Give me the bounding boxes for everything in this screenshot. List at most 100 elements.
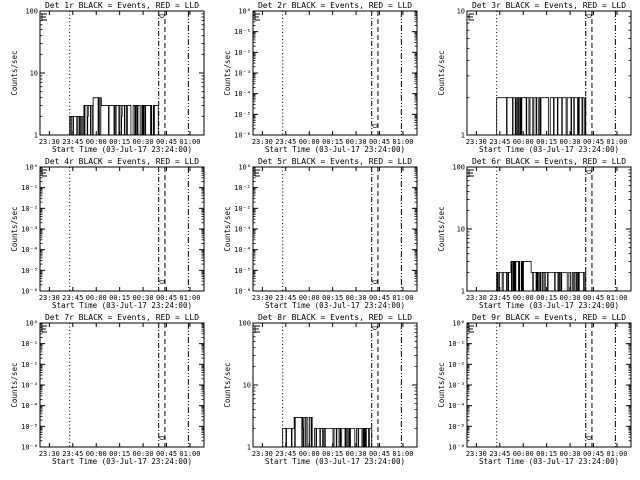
annotation-label: D: [158, 280, 166, 284]
y-tick-label: 10⁻¹: [21, 340, 38, 348]
y-tick-label: 10⁻³: [448, 382, 465, 390]
x-tick-label: 01:00: [606, 450, 627, 458]
y-axis-label: Counts/sec: [223, 206, 232, 251]
y-tick-label: 10: [457, 226, 465, 234]
chart-panel-8: Det 8r BLACK = Events, RED = LLD 1 10 100 23…: [223, 313, 418, 466]
x-tick-label: 00:15: [322, 450, 343, 458]
x-tick-label: 23:30: [39, 450, 60, 458]
x-tick-label: 00:45: [156, 294, 177, 302]
x-tick-label: 01:00: [179, 294, 200, 302]
y-tick-label: 10⁻¹: [234, 28, 251, 36]
x-tick-label: 00:30: [346, 450, 367, 458]
x-tick-label: 01:00: [392, 294, 413, 302]
x-tick-label: 23:30: [466, 450, 487, 458]
corner-glyph: [41, 325, 47, 333]
plot-frame: [252, 10, 418, 136]
x-tick-label: 23:45: [489, 294, 510, 302]
x-tick-label: 01:00: [179, 450, 200, 458]
x-tick-label: 23:30: [252, 138, 273, 146]
annotation-label: D: [585, 14, 593, 18]
x-tick-label: 00:30: [133, 138, 154, 146]
chart-title: Det 8r BLACK = Events, RED = LLD: [258, 313, 412, 322]
chart-title: Det 4r BLACK = Events, RED = LLD: [45, 157, 199, 166]
y-tick-label: 10⁻²: [448, 361, 465, 369]
x-axis-label: Start Time (03-Jul-17 23:24:00): [479, 301, 619, 310]
y-tick-label: 10⁻²: [234, 49, 251, 57]
y-tick-label: 10⁻⁵: [21, 423, 38, 431]
chart-panel-6: Det 6r BLACK = Events, RED = LLD 1 10 100 23…: [437, 157, 632, 310]
x-tick-label: 00:00: [513, 450, 534, 458]
y-tick-label: 10⁰: [238, 8, 251, 16]
plot-frame: [466, 322, 632, 448]
chart-title: Det 3r BLACK = Events, RED = LLD: [472, 1, 626, 10]
x-tick-label: 00:30: [346, 138, 367, 146]
y-axis-label: Counts/sec: [437, 50, 446, 95]
y-tick-label: 10⁻⁵: [234, 111, 251, 119]
x-tick-label: 00:00: [86, 138, 107, 146]
x-tick-label: 23:45: [275, 294, 296, 302]
y-tick-label: 10⁻⁶: [21, 288, 38, 296]
x-tick-label: 23:45: [275, 450, 296, 458]
chart-title: Det 2r BLACK = Events, RED = LLD: [258, 1, 412, 10]
x-tick-label: 00:30: [560, 138, 581, 146]
chart-panel-1: Det 1r BLACK = Events, RED = LLD 1 10 100 23…: [10, 1, 205, 154]
y-tick-label: 10⁻⁵: [234, 267, 251, 275]
x-tick-label: 00:45: [369, 138, 390, 146]
y-tick-label: 10⁰: [25, 320, 38, 328]
corner-glyph: [254, 13, 260, 21]
x-tick-label: 00:45: [583, 450, 604, 458]
x-tick-label: 00:30: [133, 450, 154, 458]
y-tick-label: 10⁻¹: [21, 184, 38, 192]
x-tick-label: 00:00: [299, 450, 320, 458]
x-axis-label: Start Time (03-Jul-17 23:24:00): [52, 457, 192, 466]
events-series: [496, 97, 587, 136]
y-tick-label: 10: [30, 70, 38, 78]
chart-panel-2: Det 2r BLACK = Events, RED = LLD 10⁰ 10⁻¹ 1…: [223, 1, 418, 154]
y-axis-label: Counts/sec: [10, 50, 19, 95]
y-tick-label: 10⁰: [452, 320, 465, 328]
y-axis-label: Counts/sec: [437, 206, 446, 251]
x-axis-label: Start Time (03-Jul-17 23:24:00): [479, 457, 619, 466]
x-tick-label: 00:15: [109, 294, 130, 302]
y-tick-label: 10⁻³: [21, 382, 38, 390]
y-tick-label: 10⁻⁴: [234, 246, 251, 254]
x-tick-label: 00:15: [536, 138, 557, 146]
y-tick-label: 10⁻⁴: [21, 246, 38, 254]
x-tick-label: 00:45: [156, 450, 177, 458]
x-tick-label: 00:00: [86, 294, 107, 302]
x-tick-label: 00:45: [583, 138, 604, 146]
x-tick-label: 00:30: [346, 294, 367, 302]
y-tick-label: 1: [461, 132, 465, 140]
x-tick-label: 00:00: [299, 294, 320, 302]
chart-panel-3: Det 3r BLACK = Events, RED = LLD 1 10 23:30…: [437, 1, 632, 154]
x-tick-label: 00:15: [109, 450, 130, 458]
events-series: [69, 97, 159, 136]
chart-title: Det 1r BLACK = Events, RED = LLD: [45, 1, 199, 10]
y-tick-label: 10⁻²: [234, 205, 251, 213]
x-tick-label: 00:15: [536, 450, 557, 458]
x-tick-label: 00:30: [560, 450, 581, 458]
y-tick-label: 10⁻⁶: [448, 444, 465, 452]
y-tick-label: 10⁻³: [21, 226, 38, 234]
x-axis-label: Start Time (03-Jul-17 23:24:00): [479, 145, 619, 154]
x-tick-label: 01:00: [179, 138, 200, 146]
x-tick-label: 23:45: [62, 138, 83, 146]
corner-glyph: [468, 13, 474, 21]
y-axis-label: Counts/sec: [10, 362, 19, 407]
plot-frame: [39, 322, 205, 448]
x-tick-label: 00:15: [109, 138, 130, 146]
y-tick-label: 10⁻⁵: [448, 423, 465, 431]
y-axis-label: Counts/sec: [10, 206, 19, 251]
x-tick-label: 01:00: [392, 138, 413, 146]
chart-panel-9: Det 9r BLACK = Events, RED = LLD 10⁰ 10⁻¹ 1…: [437, 313, 632, 466]
y-tick-label: 100: [25, 8, 38, 16]
corner-glyph: [41, 13, 47, 21]
x-tick-label: 00:15: [322, 138, 343, 146]
y-tick-label: 10⁻⁵: [21, 267, 38, 275]
y-tick-label: 10⁰: [238, 164, 251, 172]
x-tick-label: 00:00: [86, 450, 107, 458]
chart-title: Det 6r BLACK = Events, RED = LLD: [472, 157, 626, 166]
events-series: [282, 417, 373, 448]
y-tick-label: 10⁻²: [21, 205, 38, 213]
